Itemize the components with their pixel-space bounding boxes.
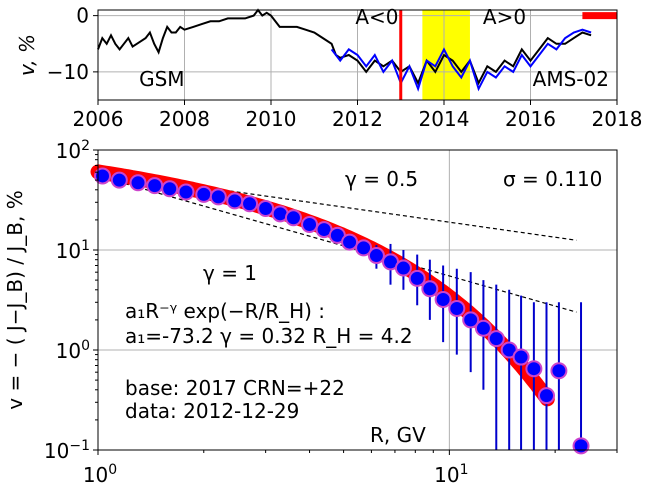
data-point (462, 311, 480, 329)
data-point (572, 437, 590, 455)
data-point (408, 269, 426, 287)
top-x-tick-label: 2006 (73, 107, 124, 131)
data-point (550, 362, 568, 380)
fit-params-label: a₁=-73.2 γ = 0.32 R_H = 4.2 (125, 324, 413, 348)
a-negative-label: A<0 (355, 5, 398, 29)
data-point (209, 188, 227, 206)
gamma-half-label: γ = 0.5 (345, 167, 418, 191)
bottom-y-tick-label: 102 (56, 138, 90, 163)
ams-02-label: AMS-02 (533, 67, 609, 91)
data-point (284, 209, 302, 227)
fit-curve-layer (90, 164, 555, 407)
data-point (537, 387, 555, 405)
bottom-x-axis-label: R, GV (370, 423, 426, 447)
data-point (367, 247, 385, 265)
series-line-ams-02 (330, 28, 592, 92)
top-y-tick-label: −10 (47, 60, 89, 84)
data-point (146, 177, 164, 195)
top-x-tick-label: 2016 (505, 107, 556, 131)
data-point (448, 300, 466, 318)
data-point (161, 180, 179, 198)
fit-formula-label: a₁R⁻ᵞ exp(−R/R_H) : (125, 299, 325, 323)
a-positive-label: A>0 (483, 5, 526, 29)
top-x-tick-label: 2018 (592, 107, 643, 131)
series-line-gsm (97, 8, 592, 86)
top-y-tick-label: 0 (76, 4, 89, 28)
data-point (226, 192, 244, 210)
fit-curve (90, 164, 555, 407)
top-x-tick-label: 2014 (419, 107, 470, 131)
top-x-tick-label: 2008 (159, 107, 210, 131)
data-point (94, 167, 112, 185)
data-point (512, 348, 530, 366)
data-point (394, 259, 412, 277)
data-point (110, 171, 128, 189)
gsm-label: GSM (139, 67, 184, 91)
base-info-label: base: 2017 CRN=+22 (125, 376, 345, 400)
data-point (487, 330, 505, 348)
bottom-y-tick-label: 101 (56, 238, 90, 263)
data-point (525, 360, 543, 378)
bottom-x-tick-label: 100 (83, 462, 117, 487)
data-point (341, 233, 359, 251)
data-point (129, 174, 147, 192)
gamma-one-label: γ = 1 (203, 261, 257, 285)
bottom-x-tick-label: 101 (434, 462, 468, 487)
time-series-panel: 2006 2008 2010 2012 2014 2016 2018 0 −10 v, % A<… (15, 4, 642, 131)
top-x-tick-label: 2012 (332, 107, 383, 131)
data-point (241, 195, 259, 213)
top-x-tick-label: 2010 (246, 107, 297, 131)
data-point (301, 215, 319, 233)
sigma-label: σ = 0.110 (503, 167, 602, 191)
bottom-axes-frame (97, 149, 618, 451)
data-point (195, 185, 213, 203)
bottom-y-axis-label: v = − ( J−J_B) / J_B, % (3, 190, 27, 409)
data-points-layer (94, 167, 590, 455)
data-point (355, 239, 373, 257)
data-point (434, 290, 452, 308)
data-point (421, 280, 439, 298)
data-point (177, 183, 195, 201)
data-point (474, 319, 492, 337)
top-y-axis-label: v, % (15, 34, 39, 76)
data-point (257, 200, 275, 218)
data-date-label: data: 2012-12-29 (125, 399, 299, 423)
bottom-y-tick-label: 10−1 (44, 438, 90, 463)
bottom-y-tick-label: 100 (56, 338, 90, 363)
top-tick-labels: 2006 2008 2010 2012 2014 2016 2018 0 −10 (47, 4, 643, 131)
top-series-layer (97, 8, 592, 92)
